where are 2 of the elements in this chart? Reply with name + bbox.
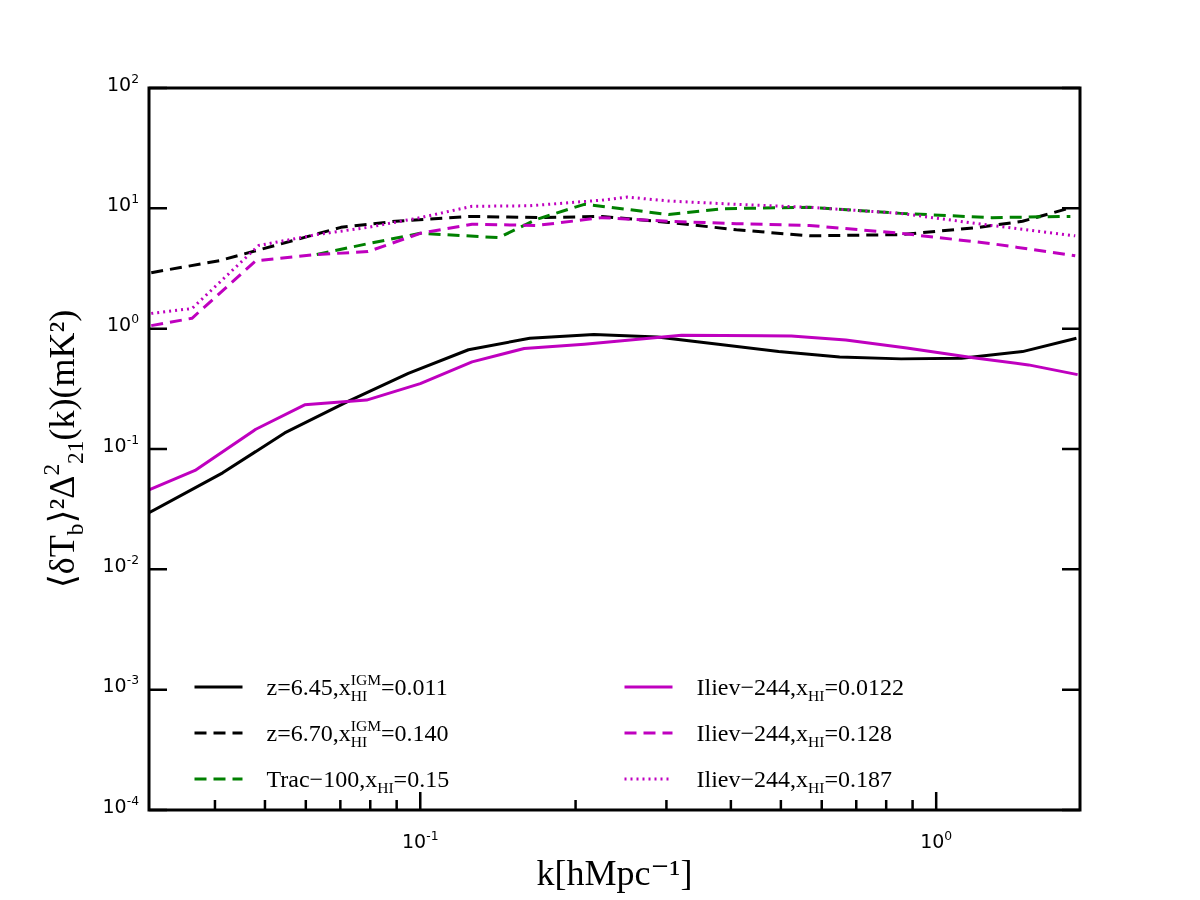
y-axis-title: ⟨δTb⟩²Δ221(k)(mK²) <box>37 309 88 589</box>
x-axis-title: k[hMpc⁻¹] <box>536 853 693 893</box>
